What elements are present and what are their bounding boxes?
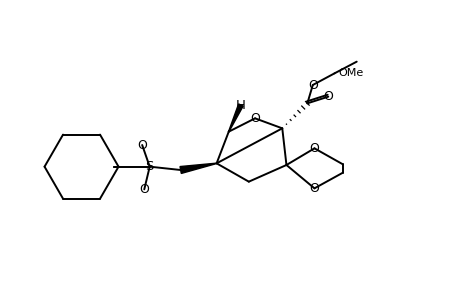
Text: H: H [235,98,245,112]
Polygon shape [179,163,216,173]
Text: OMe: OMe [338,68,363,78]
Text: O: O [307,79,317,92]
Text: O: O [137,139,147,152]
Text: O: O [309,142,319,155]
Text: O: O [309,182,319,195]
Text: O: O [250,112,259,125]
Text: S: S [145,160,154,173]
Polygon shape [228,104,243,132]
Text: O: O [323,90,332,103]
Text: O: O [139,183,149,196]
